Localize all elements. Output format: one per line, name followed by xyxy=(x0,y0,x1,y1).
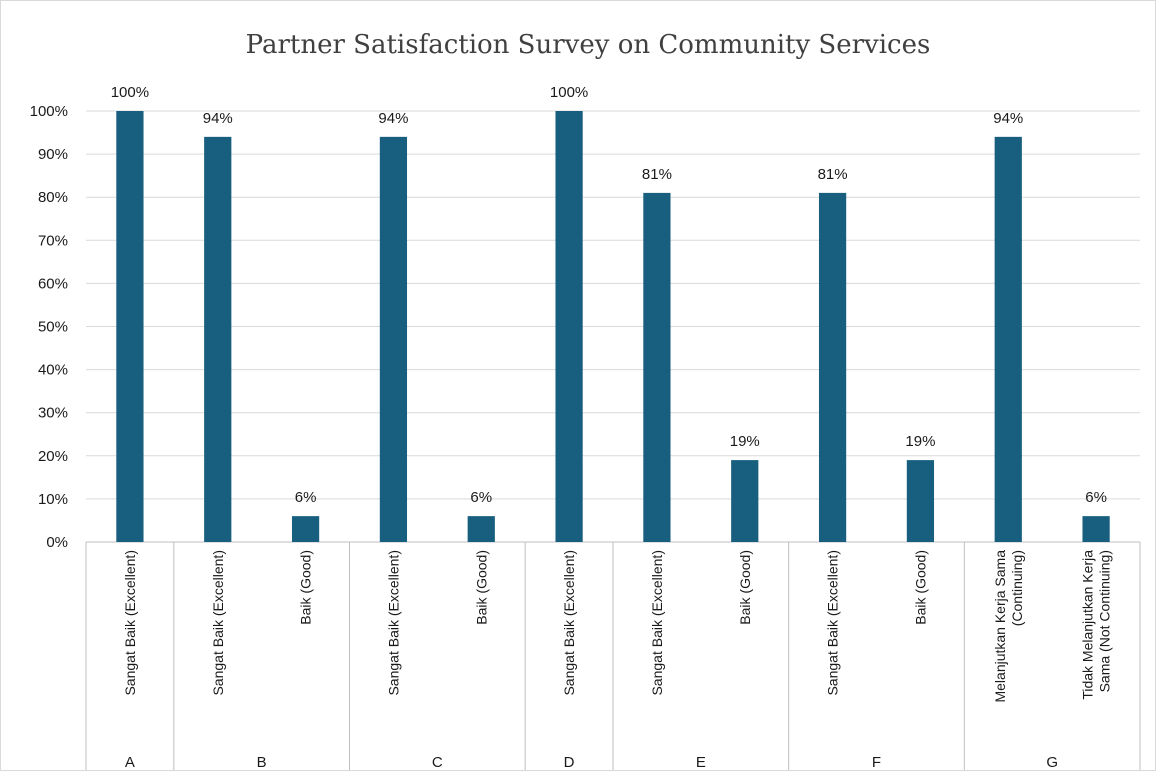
category-label: Sangat Baik (Excellent) xyxy=(210,550,226,696)
y-tick-label: 60% xyxy=(38,275,68,292)
y-tick-label: 70% xyxy=(38,232,68,249)
chart-title: Partner Satisfaction Survey on Community… xyxy=(246,30,931,60)
bar xyxy=(204,136,232,543)
category-label: Sangat Baik (Excellent) xyxy=(122,550,138,696)
group-label: A xyxy=(125,754,135,770)
bars xyxy=(116,111,1110,543)
bar xyxy=(379,136,408,543)
bar xyxy=(555,111,583,542)
bar xyxy=(731,460,759,542)
gridlines xyxy=(86,110,1140,543)
category-label: Tidak Melanjutkan KerjaSama (Not Continu… xyxy=(1080,550,1113,700)
bar xyxy=(1082,516,1110,542)
category-label: Baik (Good) xyxy=(737,550,753,625)
group-label: B xyxy=(257,754,267,770)
bar xyxy=(116,111,144,542)
group-label: D xyxy=(564,754,575,770)
data-label: 100% xyxy=(550,84,588,101)
category-label: Baik (Good) xyxy=(298,550,314,625)
bar xyxy=(467,516,495,542)
y-tick-label: 100% xyxy=(30,103,68,120)
y-tick-label: 10% xyxy=(38,491,68,508)
y-tick-label: 50% xyxy=(38,319,68,336)
group-label: C xyxy=(432,754,443,770)
y-tick-label: 30% xyxy=(38,405,68,422)
group-label: G xyxy=(1046,754,1058,770)
bar xyxy=(291,516,320,542)
data-label: 6% xyxy=(470,489,492,506)
data-label: 81% xyxy=(642,166,672,183)
y-tick-label: 0% xyxy=(46,534,68,551)
y-tick-label: 40% xyxy=(38,362,68,379)
category-label: Sangat Baik (Excellent) xyxy=(561,550,577,696)
y-tick-label: 80% xyxy=(38,189,68,206)
group-label: E xyxy=(696,754,706,770)
data-label: 94% xyxy=(378,110,408,127)
data-label: 94% xyxy=(993,110,1023,127)
bar xyxy=(906,460,935,542)
data-label: 81% xyxy=(818,166,848,183)
data-label: 6% xyxy=(1085,489,1107,506)
group-label: F xyxy=(872,754,881,770)
y-tick-label: 90% xyxy=(38,146,68,163)
data-label: 19% xyxy=(730,433,760,450)
category-label: Baik (Good) xyxy=(912,550,928,625)
category-label: Baik (Good) xyxy=(473,550,489,625)
data-label: 19% xyxy=(905,433,935,450)
bar xyxy=(818,192,847,542)
category-label: Sangat Baik (Excellent) xyxy=(825,550,841,696)
bar xyxy=(994,136,1022,543)
y-axis-ticks: 0% 10% 20% 30% 40% 50% 60% 70% 80% 90% 100% xyxy=(30,103,68,551)
category-label: Sangat Baik (Excellent) xyxy=(649,550,665,696)
data-label: 100% xyxy=(111,84,149,101)
y-tick-label: 20% xyxy=(38,448,68,465)
data-label: 6% xyxy=(295,489,317,506)
x-axis: Sangat Baik (Excellent) Sangat Baik (Exce… xyxy=(85,542,1141,770)
category-label: Melanjutkan Kerja Sama(Continuing) xyxy=(992,550,1025,703)
bar xyxy=(643,192,671,542)
data-labels: 100% 94% 6% 94% 6% 100% 81% 19% 81% 19% 94% 6% xyxy=(111,84,1107,506)
data-label: 94% xyxy=(203,110,233,127)
category-label: Sangat Baik (Excellent) xyxy=(385,550,401,696)
